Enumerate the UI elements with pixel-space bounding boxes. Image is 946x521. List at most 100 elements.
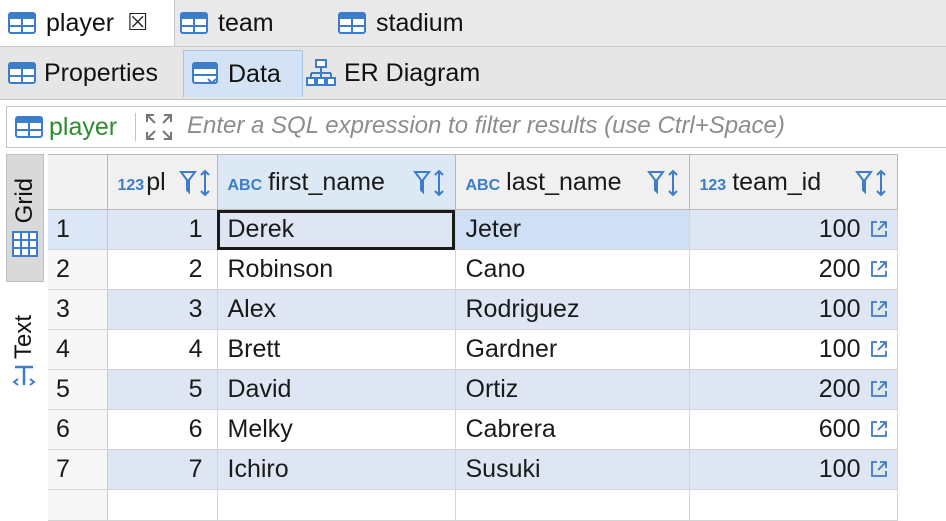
cell-last-name[interactable]: Susuki [455,449,690,490]
table-row[interactable]: 3 3 Alex Rodriguez 100 [48,289,946,330]
row-number[interactable]: 4 [48,329,108,370]
table-row[interactable]: 4 4 Brett Gardner 100 [48,329,946,370]
tab-team[interactable]: team [180,0,274,46]
tab-text-label: Text [10,314,37,359]
text-icon [12,365,36,386]
cell-team-id[interactable]: 100 [689,329,898,370]
row-filler [897,289,946,330]
table-row[interactable]: 7 7 Ichiro Susuki 100 [48,449,946,490]
row-filler [897,209,946,250]
row-filler [897,369,946,410]
tab-player[interactable]: player ⮽ [0,0,175,46]
column-header-label: first_name [268,167,385,196]
results-grid: 123pl ABC first_name ABC last_name [48,154,946,521]
tab-player-label: player [46,8,115,37]
tab-er-diagram[interactable]: ER Diagram [306,50,480,96]
cell-team-id[interactable]: 100 [689,449,898,490]
table-icon [8,12,36,34]
tab-er-diagram-label: ER Diagram [344,58,481,87]
cell-first-name[interactable]: Brett [217,329,456,370]
cell-team-id[interactable]: 100 [689,289,898,330]
cell-first-name[interactable]: Alex [217,289,456,330]
row-number[interactable]: 5 [48,369,108,410]
cell-first-name[interactable]: Melky [217,409,456,450]
row-number[interactable]: 6 [48,409,108,450]
column-header-team-id[interactable]: 123 team_id [689,154,898,210]
row-filler [897,489,946,521]
cell-first-name[interactable]: Robinson [217,249,456,290]
column-header-label: last_name [506,167,622,196]
filter-input[interactable] [187,107,927,145]
column-header-last-name[interactable]: ABC last_name [455,154,690,210]
tab-stadium[interactable]: stadium [338,0,464,46]
row-number[interactable]: 2 [48,249,108,290]
tab-data-label: Data [228,59,281,88]
cell-first-name[interactable]: Ichiro [217,449,456,490]
cell-id[interactable]: 5 [107,369,218,410]
cell-last-name[interactable]: Gardner [455,329,690,370]
cell-id[interactable]: 1 [107,209,218,250]
external-link-icon[interactable] [869,419,889,439]
cell-id[interactable]: 2 [107,249,218,290]
external-link-icon[interactable] [869,299,889,319]
cell-id[interactable]: 3 [107,289,218,330]
cell-last-name[interactable]: Cabrera [455,409,690,450]
tab-stadium-label: stadium [376,8,464,37]
filter-sort-icon[interactable] [412,169,449,197]
text-type-icon: ABC [465,176,501,194]
tab-properties-label: Properties [44,58,158,87]
cell-last-name[interactable]: Ortiz [455,369,690,410]
column-header-first-name[interactable]: ABC first_name [217,154,456,210]
er-diagram-icon [306,59,336,86]
column-header-label: pl [146,167,166,196]
cell-team-id[interactable]: 200 [689,369,898,410]
filter-sort-icon[interactable] [854,169,891,197]
tab-data[interactable]: Data [183,50,303,97]
row-number[interactable]: 1 [48,209,108,250]
row-filler [897,409,946,450]
expand-icon[interactable] [144,112,174,142]
cell-last-name[interactable]: Jeter [455,209,690,250]
table-row[interactable]: 2 2 Robinson Cano 200 [48,249,946,290]
properties-icon [8,62,36,84]
cell-team-id[interactable]: 100 [689,209,898,250]
external-link-icon[interactable] [869,379,889,399]
table-row[interactable]: 6 6 Melky Cabrera 600 [48,409,946,450]
filter-sort-icon[interactable] [646,169,683,197]
close-icon[interactable]: ⮽ [128,9,148,36]
external-link-icon[interactable] [869,259,889,279]
row-number[interactable]: 7 [48,449,108,490]
cell-last-name[interactable]: Rodriguez [455,289,690,330]
external-link-icon[interactable] [869,339,889,359]
row-filler [897,449,946,490]
cell-id[interactable]: 4 [107,329,218,370]
numeric-type-icon: 123 [699,176,727,194]
cell-id[interactable]: 6 [107,409,218,450]
tab-team-label: team [218,8,274,37]
column-header-pl[interactable]: 123pl [107,154,218,210]
tab-grid[interactable]: Grid [6,154,44,282]
cell-first-name[interactable]: David [217,369,456,410]
filter-table-selector[interactable]: player [15,107,117,147]
table-row[interactable]: 1 1 Derek Jeter 100 [48,209,946,250]
cell-last-name[interactable]: Cano [455,249,690,290]
grid-icon [12,230,38,257]
external-link-icon[interactable] [869,219,889,239]
row-number[interactable]: 3 [48,289,108,330]
cell-id[interactable]: 7 [107,449,218,490]
cell-first-name[interactable]: Derek [217,209,456,250]
tab-properties[interactable]: Properties [8,50,158,96]
cell-team-id[interactable]: 200 [689,249,898,290]
filter-sort-icon[interactable] [178,169,215,197]
tab-text[interactable]: Text [6,302,42,402]
text-type-icon: ABC [227,176,263,194]
data-grid-icon [192,62,218,85]
filter-table-label: player [49,112,118,141]
column-header-label: team_id [732,167,822,196]
team-id-value: 600 [818,415,861,443]
cell-team-id[interactable]: 600 [689,409,898,450]
row-filler [897,329,946,370]
external-link-icon[interactable] [869,459,889,479]
table-row[interactable]: 5 5 David Ortiz 200 [48,369,946,410]
table-icon [180,12,208,34]
